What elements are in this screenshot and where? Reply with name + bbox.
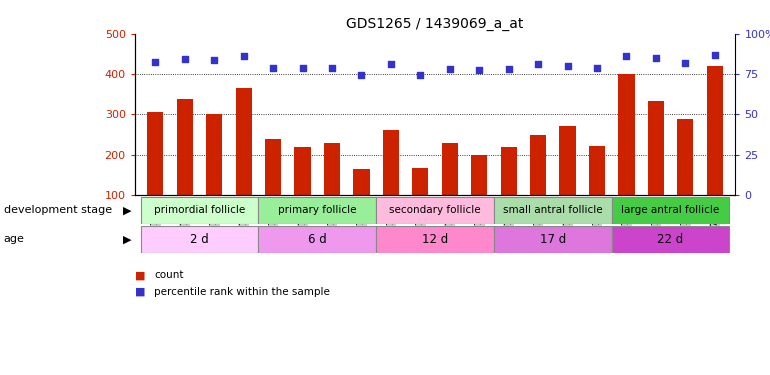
Point (414, 72, 427, 78)
Point (296, 65, 309, 71)
Bar (611, 226, 729, 253)
Point (355, 72, 367, 78)
Point (208, 57, 220, 63)
Point (444, 66, 456, 72)
Bar (206, 114, 223, 195)
Point (650, 55, 662, 61)
Point (179, 56, 191, 62)
Bar (611, 197, 729, 224)
Bar (494, 197, 611, 224)
Point (532, 61, 544, 67)
Bar (589, 146, 605, 195)
Text: ■: ■ (135, 270, 146, 280)
Text: 6 d: 6 d (308, 233, 326, 246)
Text: small antral follicle: small antral follicle (503, 206, 603, 215)
Bar (377, 226, 494, 253)
Point (237, 53, 249, 59)
Bar (259, 226, 377, 253)
Text: 22 d: 22 d (658, 233, 684, 246)
Bar (141, 197, 259, 224)
Point (385, 61, 397, 67)
Point (149, 59, 162, 65)
Text: count: count (154, 270, 183, 280)
Bar (176, 99, 193, 195)
Bar (236, 88, 252, 195)
Bar (383, 130, 399, 195)
Point (503, 66, 515, 72)
Text: ▶: ▶ (123, 206, 132, 215)
Bar (265, 140, 281, 195)
Point (708, 52, 721, 58)
Bar (353, 169, 370, 195)
Bar (494, 226, 611, 253)
Text: 2 d: 2 d (190, 233, 209, 246)
Text: age: age (4, 234, 25, 244)
Bar (412, 168, 428, 195)
Text: secondary follicle: secondary follicle (390, 206, 480, 215)
Point (473, 67, 485, 73)
Text: 12 d: 12 d (422, 233, 448, 246)
Text: primordial follicle: primordial follicle (154, 206, 245, 215)
Point (267, 65, 280, 71)
Point (591, 65, 603, 71)
Bar (677, 119, 694, 195)
Title: GDS1265 / 1439069_a_at: GDS1265 / 1439069_a_at (346, 17, 524, 32)
Text: percentile rank within the sample: percentile rank within the sample (154, 287, 330, 297)
Point (326, 65, 338, 71)
Bar (471, 154, 487, 195)
Bar (648, 101, 664, 195)
Bar (294, 147, 310, 195)
Bar (259, 197, 377, 224)
Text: ▶: ▶ (123, 234, 132, 244)
Text: ■: ■ (135, 287, 146, 297)
Text: 17 d: 17 d (540, 233, 566, 246)
Bar (377, 197, 494, 224)
Bar (141, 226, 259, 253)
Bar (707, 66, 723, 195)
Text: development stage: development stage (4, 206, 112, 215)
Bar (560, 126, 576, 195)
Bar (147, 112, 163, 195)
Bar (324, 143, 340, 195)
Text: primary follicle: primary follicle (278, 206, 357, 215)
Point (561, 63, 574, 69)
Bar (442, 143, 458, 195)
Bar (530, 135, 546, 195)
Bar (500, 147, 517, 195)
Point (679, 60, 691, 66)
Text: large antral follicle: large antral follicle (621, 206, 720, 215)
Bar (618, 74, 634, 195)
Point (621, 53, 633, 59)
